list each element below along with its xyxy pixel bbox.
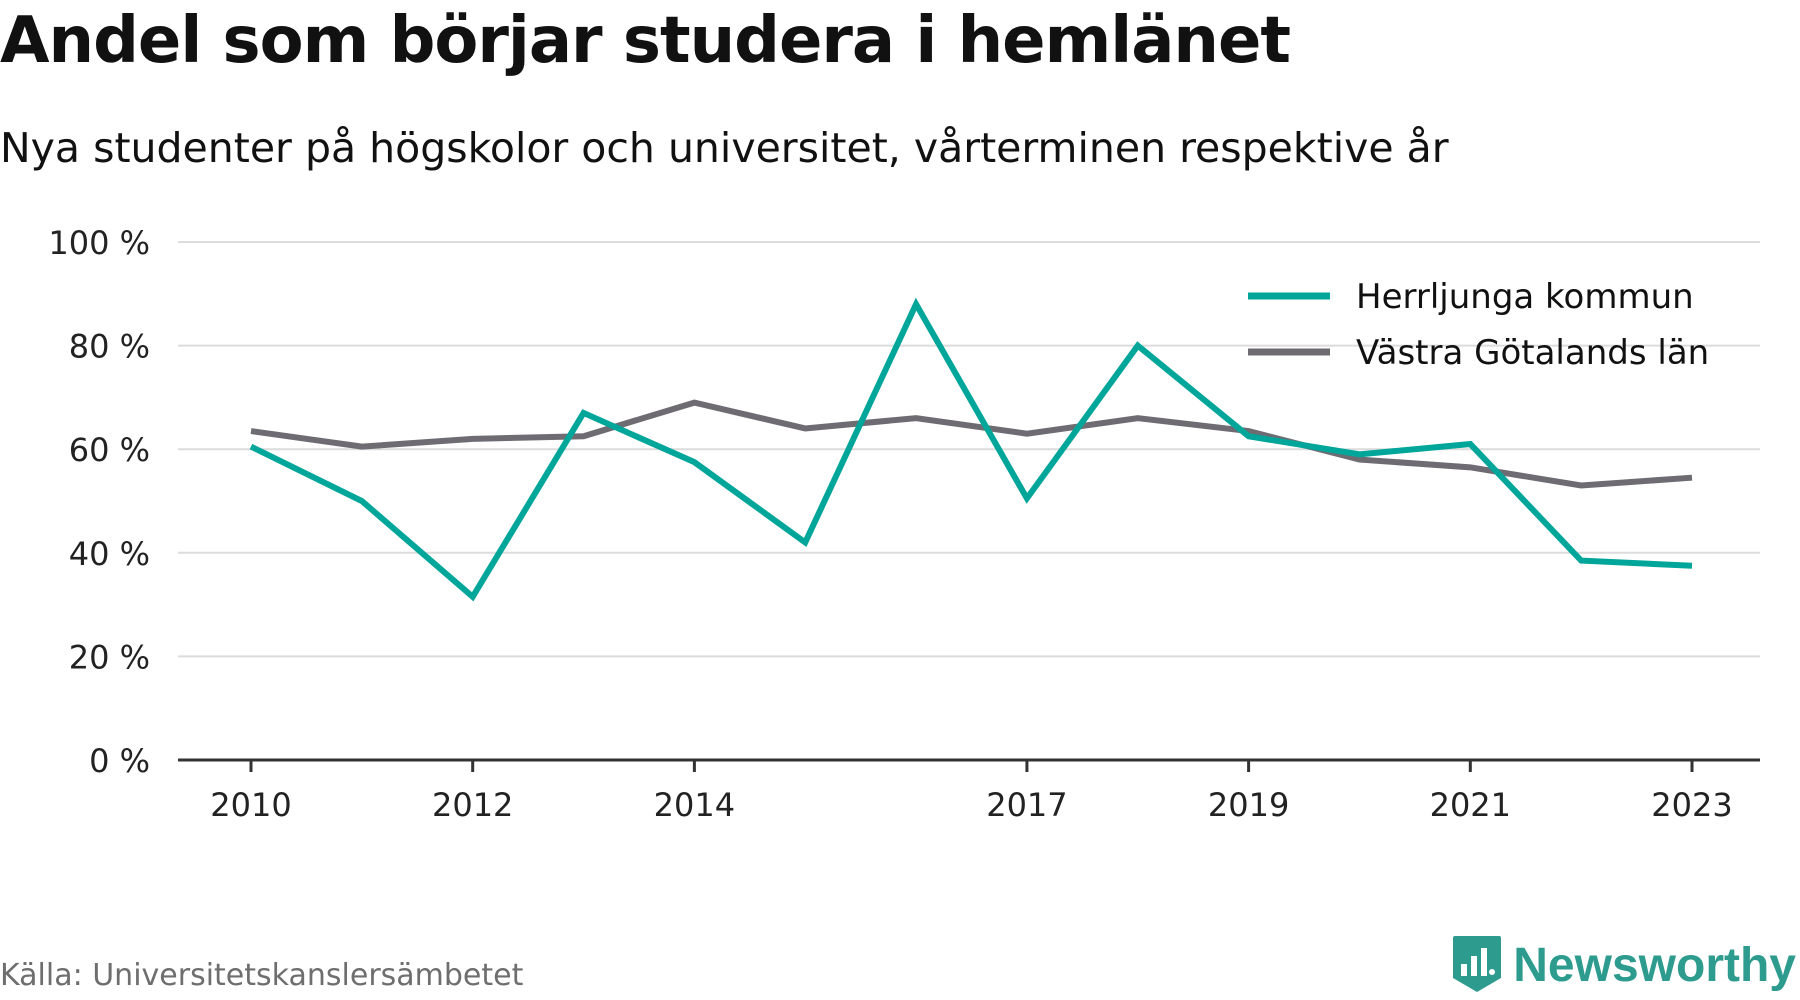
y-tick-label: 40 % — [69, 535, 150, 573]
y-tick-label: 0 % — [89, 742, 150, 780]
x-tick-label: 2010 — [210, 786, 291, 824]
brand-name: Newsworthy — [1513, 938, 1796, 992]
legend-label: Herrljunga kommun — [1356, 277, 1694, 317]
y-tick-label: 100 % — [48, 224, 150, 262]
x-tick-label: 2021 — [1430, 786, 1511, 824]
source-note: Källa: Universitetskanslersämbetet — [0, 958, 524, 993]
y-tick-label: 20 % — [69, 638, 150, 676]
line-chart: 0 % 20 % 40 % 60 % 80 % 100 % 2010 2012 2014 2017… — [48, 224, 1760, 824]
newsworthy-logo-icon — [1453, 936, 1502, 992]
chart-subtitle: Nya studenter på högskolor och universit… — [0, 124, 1449, 172]
x-tick-label: 2014 — [654, 786, 735, 824]
brand-logo: Newsworthy — [1451, 934, 1796, 996]
series-line — [250, 399, 1693, 489]
x-tick-label: 2023 — [1651, 786, 1732, 824]
legend-label: Västra Götalands län — [1356, 333, 1709, 373]
x-tick-label: 2019 — [1208, 786, 1289, 824]
x-tick-label: 2017 — [986, 786, 1067, 824]
chart-title: Andel som börjar studera i hemlänet — [0, 4, 1291, 78]
series-line — [249, 297, 1693, 602]
y-tick-label: 60 % — [69, 431, 150, 469]
y-tick-label: 80 % — [69, 328, 150, 366]
x-tick-label: 2012 — [432, 786, 513, 824]
